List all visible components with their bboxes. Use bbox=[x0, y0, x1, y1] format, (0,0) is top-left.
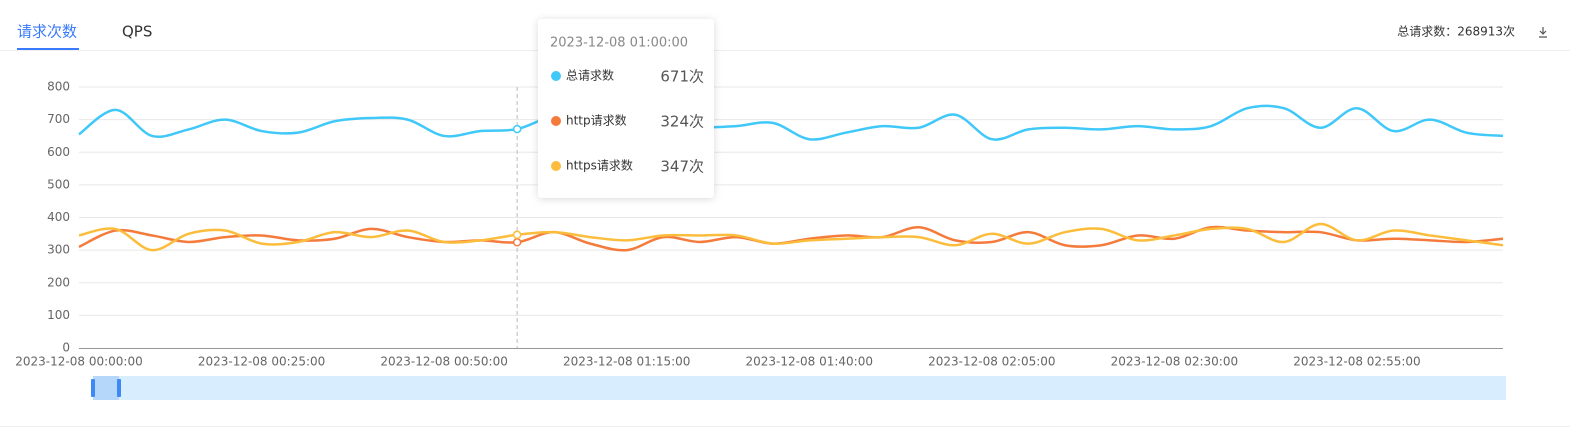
x-tick-label: 2023-12-08 01:40:00 bbox=[746, 355, 873, 369]
series-line bbox=[78, 222, 1504, 252]
tooltip-dot bbox=[551, 116, 561, 126]
y-tick-label: 300 bbox=[47, 243, 70, 257]
x-tick-label: 2023-12-08 01:15:00 bbox=[563, 355, 690, 369]
tooltip-name: http请求数 bbox=[566, 113, 627, 128]
y-tick-label: 500 bbox=[47, 177, 70, 191]
y-tick-label: 800 bbox=[47, 80, 70, 94]
tooltip-name: 总请求数 bbox=[566, 68, 614, 83]
tooltip-value: 347次 bbox=[660, 158, 704, 176]
hover-point bbox=[512, 230, 522, 240]
y-tick-label: 400 bbox=[47, 210, 70, 224]
tooltip-title: 2023-12-08 01:00:00 bbox=[550, 36, 688, 51]
x-tick-label: 2023-12-08 02:55:00 bbox=[1293, 355, 1420, 369]
tab-underline bbox=[17, 48, 79, 50]
hover-point bbox=[512, 238, 522, 247]
y-tick-label: 0 bbox=[62, 341, 70, 355]
tooltip bbox=[538, 19, 714, 198]
tooltip-value: 671次 bbox=[660, 68, 704, 86]
series-line bbox=[78, 104, 1504, 141]
y-tick-label: 600 bbox=[47, 145, 70, 159]
total: 总请求数：268913次 bbox=[1397, 24, 1515, 39]
y-tick-label: 100 bbox=[47, 308, 70, 322]
tooltip-name: https请求数 bbox=[566, 158, 633, 173]
tooltip-dot bbox=[551, 161, 561, 171]
x-tick-label: 2023-12-08 00:25:00 bbox=[198, 355, 325, 369]
data-zoom[interactable] bbox=[91, 376, 1506, 400]
tab[interactable]: QPS bbox=[122, 23, 152, 41]
series-line bbox=[78, 225, 1504, 252]
tooltip-value: 324次 bbox=[660, 113, 704, 131]
x-tick-label: 2023-12-08 02:05:00 bbox=[928, 355, 1055, 369]
tab[interactable]: 请求次数 bbox=[17, 23, 77, 41]
hover-point bbox=[512, 124, 522, 134]
y-tick-label: 200 bbox=[47, 275, 70, 289]
download-icon[interactable] bbox=[1539, 27, 1547, 38]
tooltip-dot bbox=[551, 71, 561, 81]
x-tick-label: 2023-12-08 00:50:00 bbox=[380, 355, 507, 369]
x-tick-label: 2023-12-08 00:00:00 bbox=[15, 355, 142, 369]
x-tick-label: 2023-12-08 02:30:00 bbox=[1111, 355, 1238, 369]
y-tick-label: 700 bbox=[47, 112, 70, 126]
